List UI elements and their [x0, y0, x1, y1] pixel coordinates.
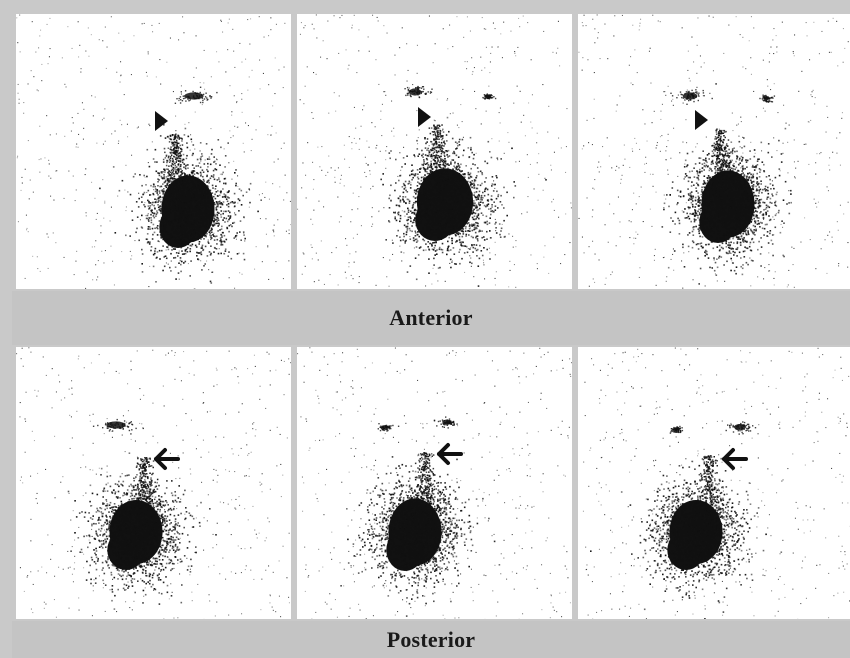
arrowhead-marker-icon: [418, 107, 431, 127]
uptake-image: [297, 347, 572, 619]
uptake-image: [16, 347, 291, 619]
anterior-frame-2: [297, 14, 572, 289]
uptake-image: [578, 14, 849, 289]
uptake-image: [16, 14, 291, 289]
anterior-frame-1: [16, 14, 291, 289]
anterior-label-band: Anterior: [12, 291, 850, 345]
posterior-label-band: Posterior: [12, 621, 850, 658]
posterior-label: Posterior: [386, 626, 476, 652]
posterior-frame-1: [16, 347, 291, 619]
arrow-marker-icon: [154, 448, 180, 470]
arrowhead-marker-icon: [155, 111, 168, 131]
uptake-image: [297, 14, 572, 288]
uptake-image: [582, 347, 850, 619]
anterior-frame-3: [578, 14, 850, 289]
anterior-label: Anterior: [389, 305, 473, 330]
arrow-marker-icon: [722, 448, 748, 470]
arrow-marker-icon: [437, 443, 463, 465]
posterior-frame-3: [578, 347, 850, 619]
posterior-frame-2: [297, 347, 572, 619]
arrowhead-marker-icon: [695, 110, 708, 130]
figure-left-border: [0, 0, 12, 658]
